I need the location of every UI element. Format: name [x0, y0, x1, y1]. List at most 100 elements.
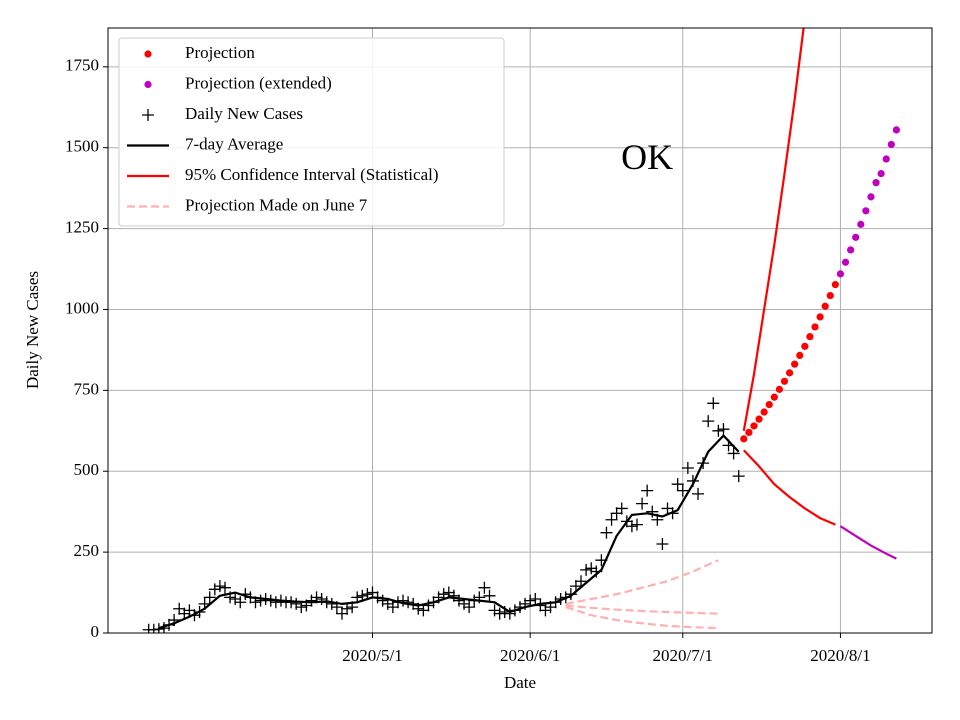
legend-marker [142, 109, 154, 121]
case-marker [483, 589, 496, 602]
case-marker [707, 397, 720, 410]
case-marker [173, 602, 186, 615]
case-marker [712, 424, 725, 437]
dashed-line [565, 606, 719, 630]
projection-dot [887, 140, 895, 149]
x-tick-label: 2020/5/1 [342, 646, 402, 665]
dashed-line [565, 604, 719, 615]
y-tick-label: 1500 [65, 137, 99, 156]
projection-dot [826, 291, 834, 300]
case-marker [661, 502, 674, 515]
case-marker [580, 563, 593, 576]
case-marker [630, 518, 643, 531]
case-marker [254, 594, 267, 607]
x-tick-label: 2020/7/1 [653, 646, 713, 665]
case-marker [600, 526, 613, 539]
case-marker [229, 593, 242, 606]
projection-dot [760, 408, 768, 416]
case-marker [539, 604, 552, 617]
y-tick-label: 250 [74, 541, 100, 560]
projection-dot [821, 302, 829, 310]
case-marker [727, 447, 740, 460]
series-line [839, 525, 897, 560]
case-marker [676, 484, 689, 497]
case-marker [636, 497, 649, 510]
case-marker [478, 581, 491, 594]
case-marker [717, 423, 730, 436]
case-marker [681, 462, 694, 474]
projection-dot [755, 415, 763, 423]
case-marker [692, 487, 705, 500]
x-axis-label: Date [504, 673, 536, 692]
case-marker [463, 601, 476, 614]
case-marker [488, 604, 501, 617]
case-marker [585, 562, 598, 575]
x-tick-label: 2020/8/1 [810, 646, 870, 665]
case-marker [524, 594, 537, 607]
projection-dot [765, 400, 773, 409]
case-marker [203, 591, 216, 604]
legend-label: Daily New Cases [185, 104, 303, 123]
projection-dot [785, 369, 794, 377]
case-marker [503, 607, 516, 620]
annotation-title: OK [621, 137, 673, 177]
projection-dot [770, 393, 778, 401]
case-marker [447, 589, 460, 602]
case-marker [671, 478, 684, 491]
case-marker [575, 575, 588, 588]
series-line [742, 28, 805, 431]
projection-dot [791, 360, 799, 368]
case-marker [564, 588, 577, 601]
case-marker [290, 597, 303, 610]
y-tick-label: 1000 [65, 298, 99, 317]
projection-dot [872, 179, 880, 187]
series-line [743, 449, 836, 526]
projection-dot [831, 280, 839, 289]
projection-dot [801, 342, 809, 350]
case-marker [397, 594, 410, 607]
dashed-line [565, 559, 719, 605]
case-marker [702, 415, 715, 428]
projection-dot [852, 233, 860, 241]
projection-dot [806, 333, 814, 341]
projection-dot [775, 385, 784, 393]
y-tick-label: 1750 [65, 56, 99, 75]
projection-dot [796, 351, 804, 360]
legend-label: Projection Made on June 7 [185, 195, 368, 214]
case-marker [656, 538, 669, 551]
x-tick-label: 2020/6/1 [500, 646, 560, 665]
legend-marker [144, 80, 152, 89]
case-marker [646, 505, 659, 518]
case-marker [234, 596, 247, 609]
projection-dot [780, 377, 789, 385]
case-marker [732, 470, 745, 483]
y-tick-label: 0 [91, 622, 100, 641]
case-marker [315, 593, 328, 606]
legend-label: 7-day Average [185, 134, 283, 153]
projection-dot [892, 126, 900, 134]
plot-frame [107, 27, 933, 634]
y-tick-label: 500 [74, 460, 100, 479]
projection-dot [745, 428, 753, 437]
y-tick-label: 750 [74, 379, 100, 398]
projection-dot [750, 422, 758, 430]
projection-dot [882, 155, 890, 163]
case-marker [422, 599, 435, 612]
case-marker [625, 520, 638, 533]
case-marker [341, 602, 354, 615]
case-marker [605, 513, 618, 526]
case-marker [452, 594, 465, 607]
case-marker [529, 593, 542, 606]
case-marker [208, 583, 221, 596]
case-marker [376, 594, 389, 607]
case-marker [641, 484, 654, 497]
case-marker [152, 623, 165, 633]
projection-dot [841, 258, 850, 266]
projection-dot [816, 313, 824, 321]
projection-dot [867, 193, 875, 201]
projection-dot [836, 270, 845, 278]
case-marker [295, 601, 308, 614]
case-marker [305, 594, 318, 607]
legend-box [118, 37, 505, 227]
